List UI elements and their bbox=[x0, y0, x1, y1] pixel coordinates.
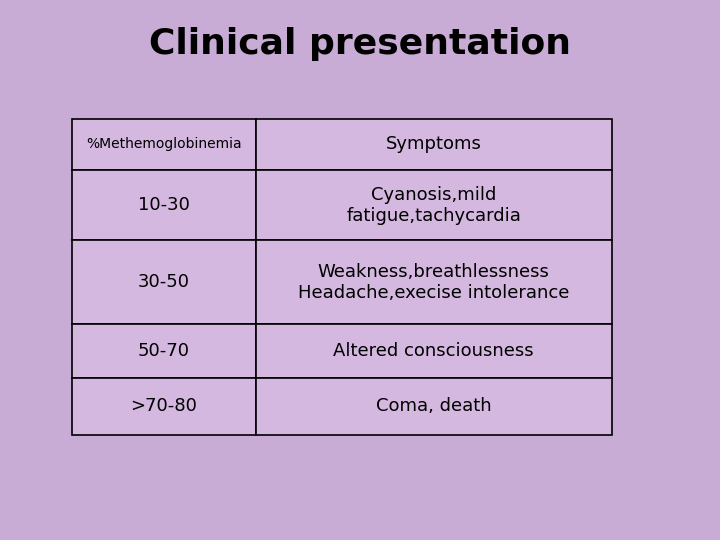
Bar bbox=[72, 119, 256, 170]
Text: Symptoms: Symptoms bbox=[386, 136, 482, 153]
Bar bbox=[72, 324, 256, 378]
Text: Weakness,breathlessness
Headache,execise intolerance: Weakness,breathlessness Headache,execise… bbox=[298, 263, 570, 301]
Bar bbox=[256, 324, 612, 378]
Bar bbox=[256, 240, 612, 324]
Text: 10-30: 10-30 bbox=[138, 196, 190, 214]
Bar bbox=[72, 378, 256, 435]
Text: Cyanosis,mild
fatigue,tachycardia: Cyanosis,mild fatigue,tachycardia bbox=[346, 186, 521, 225]
Bar bbox=[72, 240, 256, 324]
Text: >70-80: >70-80 bbox=[130, 397, 197, 415]
Bar bbox=[256, 119, 612, 170]
Bar bbox=[72, 170, 256, 240]
Bar bbox=[256, 378, 612, 435]
Bar bbox=[256, 170, 612, 240]
Text: Coma, death: Coma, death bbox=[376, 397, 492, 415]
Text: Clinical presentation: Clinical presentation bbox=[149, 27, 571, 61]
Text: Altered consciousness: Altered consciousness bbox=[333, 342, 534, 360]
Text: 50-70: 50-70 bbox=[138, 342, 190, 360]
Text: %Methemoglobinemia: %Methemoglobinemia bbox=[86, 138, 242, 151]
Text: 30-50: 30-50 bbox=[138, 273, 190, 291]
